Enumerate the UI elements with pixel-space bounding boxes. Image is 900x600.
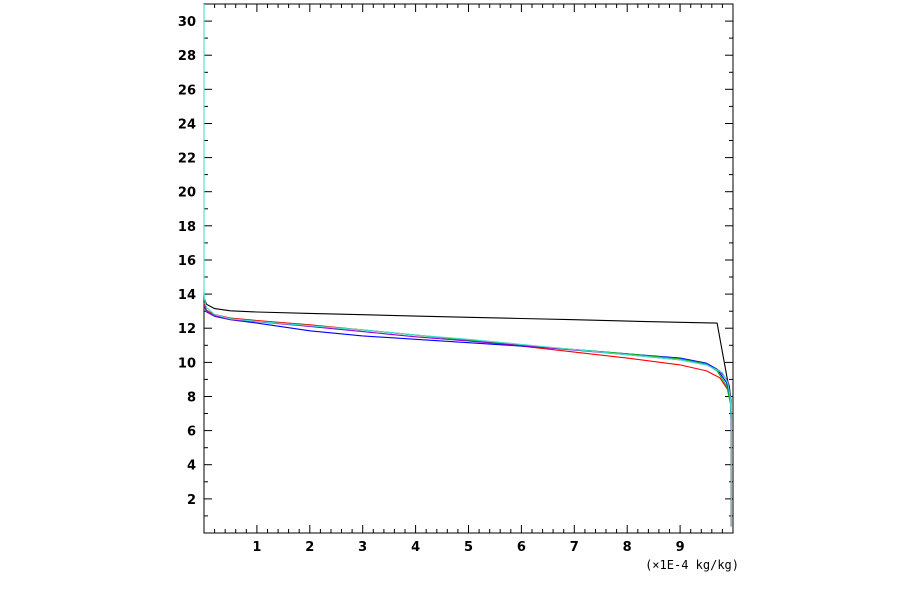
x-tick-label: 2 [305, 540, 314, 555]
y-tick-label: 12 [178, 322, 196, 337]
x-tick-label: 3 [358, 540, 367, 555]
series-line-5 [203, 305, 732, 527]
x-tick-label: 1 [252, 540, 261, 555]
plot-frame [203, 3, 734, 534]
series-line-2 [203, 304, 732, 527]
y-tick-label: 6 [187, 425, 196, 440]
y-tick-label: 16 [178, 254, 196, 269]
y-tick-label: 4 [187, 459, 196, 474]
x-tick-label: 9 [676, 540, 685, 555]
x-tick-label: 5 [464, 540, 473, 555]
series-line-1 [203, 298, 732, 527]
y-tick-label: 2 [187, 493, 196, 508]
y-tick-label: 8 [187, 391, 196, 406]
x-tick-labels: 1 2 3 4 5 6 7 8 9 [252, 540, 684, 555]
y-tick-label: 26 [178, 83, 196, 98]
series-line-4 [203, 305, 732, 527]
y-tick-label: 28 [178, 49, 196, 64]
y-tick-label: 10 [178, 356, 196, 371]
y-tick-label: 22 [178, 152, 196, 167]
y-tick-label: 18 [178, 220, 196, 235]
series-line-6 [203, 4, 732, 527]
x-unit-label: (×1E-4 kg/kg) [645, 558, 739, 572]
x-tick-label: 6 [517, 540, 526, 555]
x-tick-label: 7 [570, 540, 579, 555]
y-tick-label: 30 [178, 15, 196, 30]
y-tick-label: 14 [178, 288, 196, 303]
series-lines [203, 4, 732, 527]
y-tick-label: 24 [178, 118, 196, 133]
x-tick-label: 4 [411, 540, 420, 555]
y-tick-label: 20 [178, 186, 196, 201]
axis-ticks [204, 4, 733, 533]
x-tick-label: 8 [623, 540, 632, 555]
